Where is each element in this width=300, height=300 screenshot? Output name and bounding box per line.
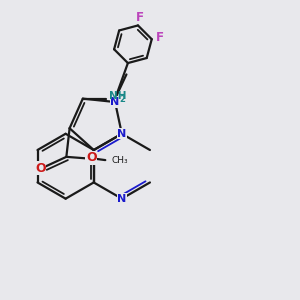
Text: F: F <box>156 31 164 44</box>
Text: N: N <box>110 97 120 107</box>
Text: CH₃: CH₃ <box>111 156 128 165</box>
Text: N: N <box>117 129 127 139</box>
Text: 2: 2 <box>119 95 125 104</box>
Text: NH: NH <box>109 91 126 101</box>
Text: N: N <box>117 194 127 204</box>
Text: F: F <box>136 11 144 24</box>
Text: O: O <box>86 151 97 164</box>
Text: O: O <box>35 162 46 175</box>
